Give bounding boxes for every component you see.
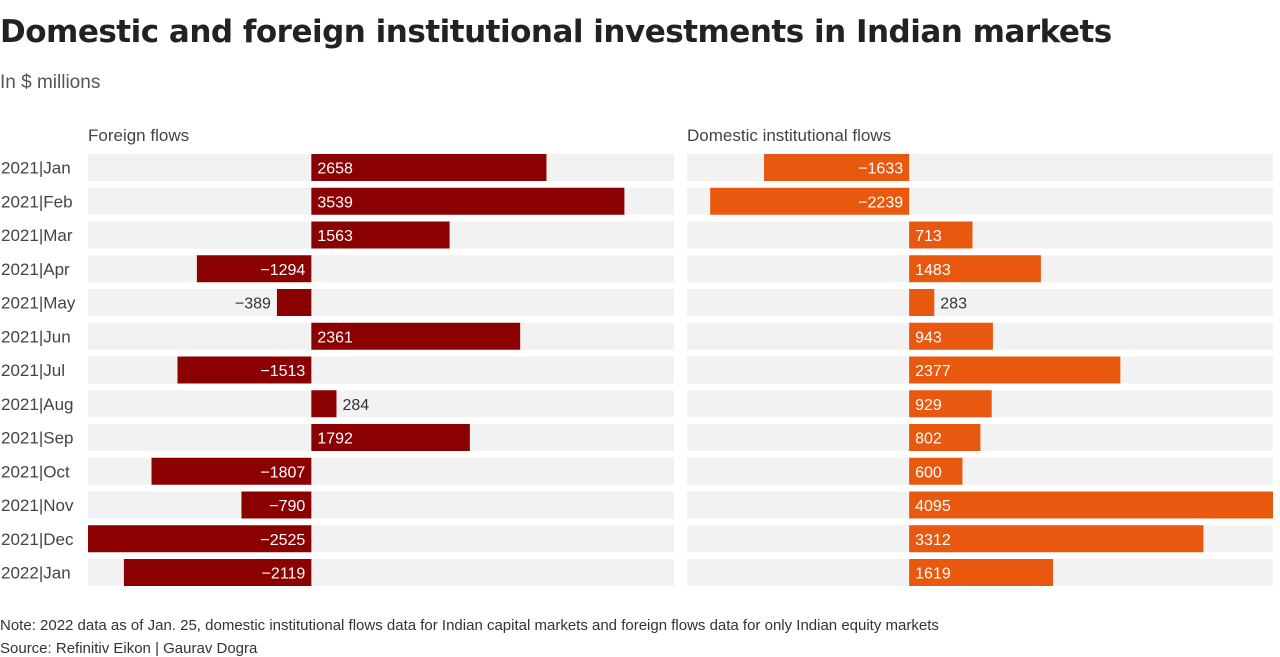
- foreign-bar: [196, 255, 312, 283]
- foreign-bar: [241, 491, 312, 519]
- domestic-row-background: [687, 457, 1273, 485]
- domestic-bar: [909, 289, 935, 316]
- domestic-value-label: 1619: [915, 566, 951, 583]
- domestic-value-label: 929: [915, 397, 942, 414]
- category-label: 2021|Jun: [1, 327, 71, 346]
- domestic-bar: [909, 255, 1041, 283]
- foreign-value-label: −389: [235, 296, 271, 313]
- foreign-value-label: −1807: [260, 464, 305, 481]
- foreign-value-label: −2525: [260, 532, 305, 549]
- domestic-value-label: 2377: [915, 363, 951, 380]
- foreign-value-label: 284: [342, 397, 369, 414]
- foreign-row-background: [88, 255, 674, 283]
- bar-chart: 2021|Jan 2021|Feb 2021|Mar 2021|Apr 2021|May…: [1, 154, 1273, 586]
- foreign-value-label: −790: [269, 498, 305, 515]
- category-label: 2021|May: [1, 294, 76, 313]
- domestic-flows-panel-title: Domestic institutional flows: [687, 126, 892, 145]
- category-label: 2021|Nov: [1, 496, 74, 515]
- category-label: 2021|Dec: [1, 530, 74, 549]
- foreign-bar: [123, 559, 312, 586]
- domestic-bar: [909, 390, 992, 418]
- domestic-bar: [909, 424, 981, 451]
- foreign-bar: [151, 457, 312, 485]
- domestic-row-background: [687, 289, 1273, 316]
- domestic-value-label: 943: [915, 329, 942, 346]
- foreign-bar: [311, 154, 547, 181]
- foreign-bar: [311, 322, 521, 350]
- chart-note: Note: 2022 data as of Jan. 25, domestic …: [0, 617, 939, 634]
- foreign-value-label: −1513: [260, 363, 305, 380]
- category-label: 2021|Mar: [1, 226, 73, 245]
- category-label: 2021|Oct: [1, 462, 70, 481]
- domestic-value-label: 3312: [915, 532, 951, 549]
- domestic-value-label: 1483: [915, 262, 951, 279]
- foreign-bar: [88, 525, 312, 553]
- foreign-row-background: [88, 491, 674, 519]
- foreign-value-label: −1294: [260, 262, 305, 279]
- domestic-bar: [764, 154, 910, 181]
- category-label: 2021|Jan: [1, 159, 71, 178]
- foreign-bar: [311, 424, 470, 451]
- domestic-value-label: −2239: [858, 194, 903, 211]
- domestic-bar: [909, 559, 1053, 586]
- category-label: 2021|Sep: [1, 429, 73, 448]
- domestic-bar: [909, 491, 1273, 519]
- chart-title: Domestic and foreign institutional inves…: [0, 14, 1112, 50]
- category-label: 2021|Apr: [1, 260, 70, 279]
- domestic-bar: [909, 221, 973, 249]
- domestic-value-label: 713: [915, 228, 942, 245]
- foreign-row-background: [88, 390, 674, 418]
- category-label: 2021|Jul: [1, 361, 65, 380]
- foreign-value-label: 1563: [317, 228, 353, 245]
- domestic-value-label: 4095: [915, 498, 951, 515]
- domestic-bar: [909, 356, 1121, 384]
- foreign-flows-panel-title: Foreign flows: [88, 126, 190, 145]
- foreign-row-background: [88, 356, 674, 384]
- foreign-row-background: [88, 289, 674, 316]
- foreign-bar: [177, 356, 312, 384]
- domestic-bar: [909, 322, 993, 350]
- foreign-value-label: −2119: [262, 566, 306, 583]
- domestic-value-label: 600: [915, 464, 942, 481]
- category-label: 2021|Feb: [1, 192, 73, 211]
- domestic-row-background: [687, 221, 1273, 249]
- domestic-value-label: 802: [915, 431, 942, 448]
- chart-subtitle: In $ millions: [0, 72, 101, 93]
- foreign-bar: [311, 187, 625, 215]
- domestic-value-label: 283: [940, 296, 967, 313]
- foreign-value-label: 2658: [317, 161, 353, 178]
- foreign-value-label: 3539: [317, 194, 353, 211]
- foreign-value-label: 2361: [317, 329, 353, 346]
- domestic-bar: [909, 457, 963, 485]
- domestic-bar: [710, 187, 910, 215]
- foreign-bar: [311, 390, 337, 418]
- foreign-bar: [311, 221, 450, 249]
- category-label: 2022|Jan: [1, 564, 71, 583]
- chart-source: Source: Refinitiv Eikon | Gaurav Dogra: [0, 640, 258, 657]
- domestic-value-label: −1633: [858, 161, 903, 178]
- foreign-bar: [276, 289, 312, 316]
- domestic-bar: [909, 525, 1204, 553]
- category-label: 2021|Aug: [1, 395, 73, 414]
- foreign-value-label: 1792: [317, 431, 353, 448]
